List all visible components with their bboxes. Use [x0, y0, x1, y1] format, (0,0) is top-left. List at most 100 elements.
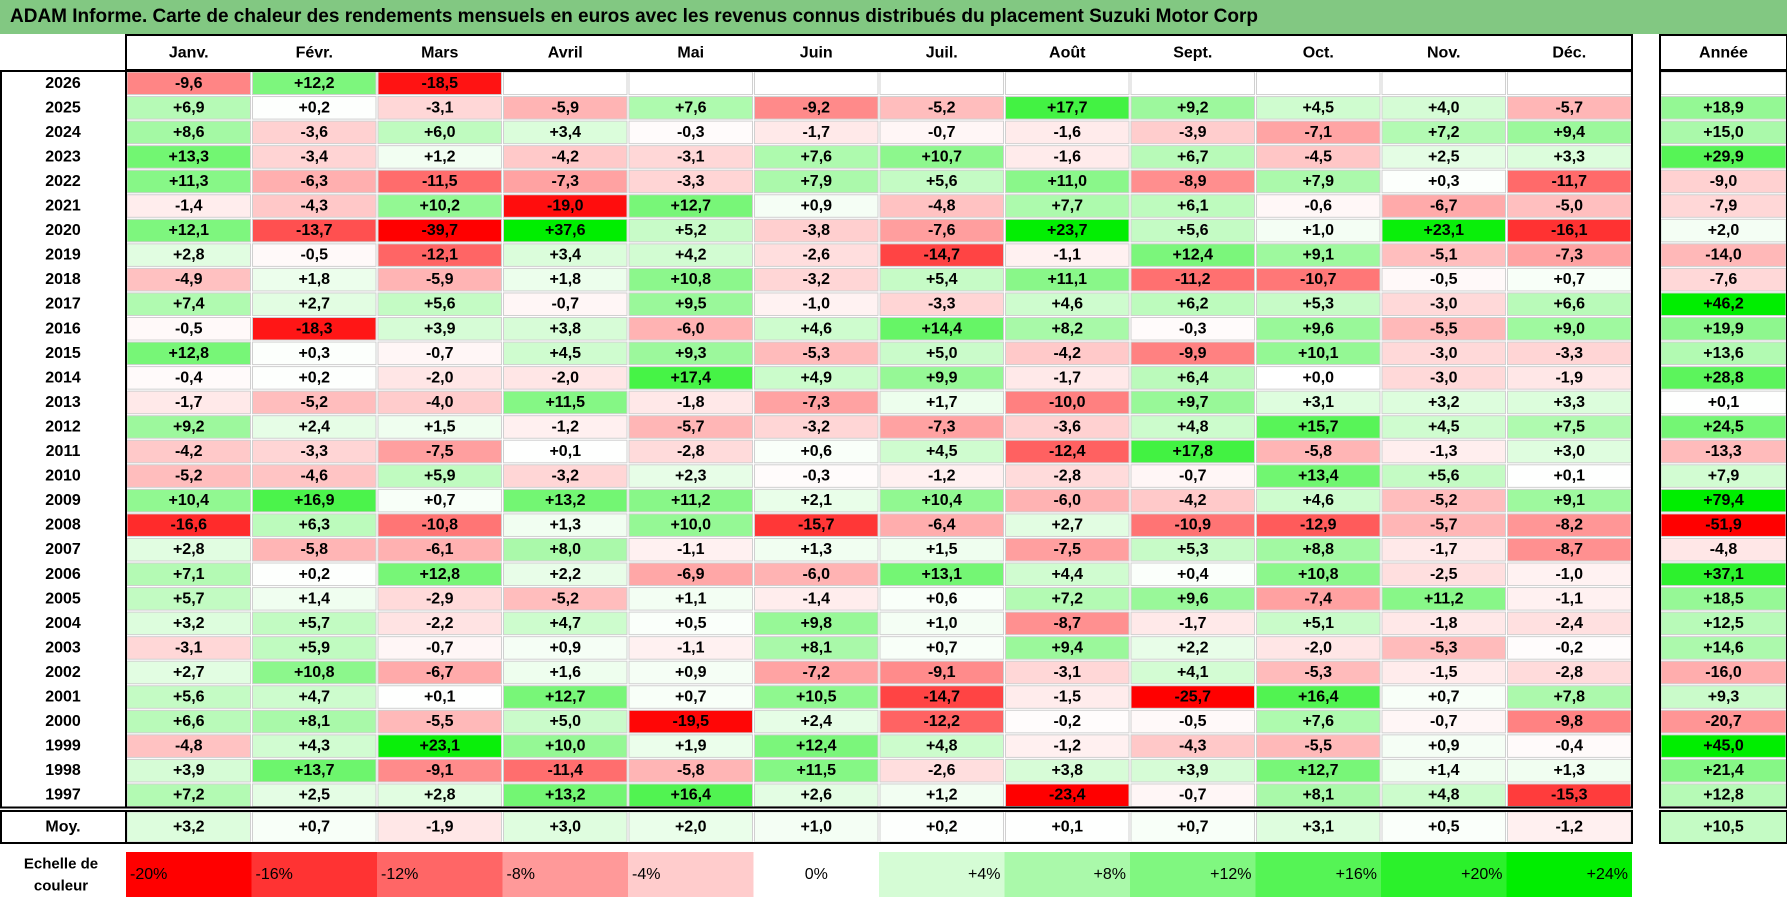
cell-value: +14,4: [922, 320, 963, 337]
year-label: 2002: [45, 664, 81, 681]
cell-value: +23,7: [1047, 222, 1088, 239]
heatmap-cell: [628, 96, 753, 120]
cell-value: +9,6: [1302, 320, 1334, 337]
heatmap-cell: [1005, 562, 1130, 587]
heatmap-cell: [503, 562, 628, 587]
cell-value: +0,7: [675, 689, 707, 706]
heatmap-cell: [1381, 562, 1506, 587]
heatmap-cell: [252, 366, 377, 390]
heatmap-cell: [1256, 390, 1381, 415]
scale-swatch: [1506, 852, 1632, 897]
heatmap-cell: [503, 685, 628, 709]
heatmap-cell: [1256, 464, 1381, 488]
heatmap-cell: [1005, 415, 1130, 439]
heatmap-cell: [1005, 709, 1130, 734]
cell-value: +5,7: [298, 615, 330, 632]
heatmap-cell: [252, 96, 377, 120]
heatmap-cell: [503, 587, 628, 611]
annual-value: -51,9: [1705, 517, 1742, 534]
cell-value: -7,5: [426, 443, 454, 460]
cell-value: -5,7: [1430, 517, 1458, 534]
cell-value: -5,7: [677, 418, 705, 435]
heatmap-cell: [1005, 660, 1130, 685]
cell-value: -4,2: [1053, 345, 1081, 362]
heatmap-cell: [879, 71, 1004, 96]
scale-label: +12%: [1210, 866, 1251, 883]
heatmap-cell: [879, 464, 1004, 488]
cell-value: +8,1: [298, 713, 330, 730]
heatmap-cell: [1005, 734, 1130, 758]
cell-value: -1,2: [551, 418, 579, 435]
year-label: 2020: [45, 222, 81, 239]
heatmap-cell: [1005, 758, 1130, 783]
cell-value: +4,6: [800, 320, 832, 337]
average-cell: [252, 811, 377, 843]
cell-value: -1,8: [677, 394, 705, 411]
cell-value: +7,8: [1553, 689, 1585, 706]
cell-value: -0,5: [1430, 271, 1458, 288]
cell-value: +7,2: [173, 787, 205, 804]
heatmap-cell: [754, 96, 879, 120]
cell-value: +15,7: [1298, 418, 1339, 435]
heatmap-cell: [252, 660, 377, 685]
heatmap-cell: [252, 636, 377, 660]
cell-value: +2,7: [298, 296, 330, 313]
heatmap-cell: [503, 709, 628, 734]
scale-label: +4%: [968, 866, 1000, 883]
cell-value: +4,6: [1051, 296, 1083, 313]
cell-value: +9,3: [675, 345, 707, 362]
year-label: 2012: [45, 418, 81, 435]
cell-value: +8,6: [173, 124, 205, 141]
heatmap-cell: [1130, 537, 1255, 562]
cell-value: +4,9: [800, 369, 832, 386]
year-label: 2018: [45, 271, 81, 288]
heatmap-cell: [628, 292, 753, 317]
heatmap-cell: [1381, 194, 1506, 218]
heatmap-cell: [628, 120, 753, 145]
heatmap-cell: [252, 390, 377, 415]
average-value: +0,7: [298, 819, 330, 836]
heatmap-cell: [1381, 169, 1506, 194]
cell-value: -1,7: [175, 394, 203, 411]
cell-value: -9,6: [175, 75, 203, 92]
cell-value: +1,0: [926, 615, 958, 632]
cell-value: +0,9: [1428, 738, 1460, 755]
heatmap-cell: [628, 636, 753, 660]
cell-value: +2,4: [800, 713, 832, 730]
heatmap-cell: [754, 145, 879, 169]
average-value: +1,0: [800, 819, 832, 836]
cell-value: +0,1: [424, 689, 456, 706]
cell-value: +1,4: [298, 590, 330, 607]
heatmap-cell: [754, 194, 879, 218]
heatmap-cell: [252, 537, 377, 562]
cell-value: -6,3: [300, 173, 328, 190]
heatmap-cell: [377, 145, 502, 169]
cell-value: +7,2: [1051, 590, 1083, 607]
scale-label: +20%: [1461, 866, 1502, 883]
annual-value: +18,9: [1703, 99, 1744, 116]
scale-swatch: [1381, 852, 1507, 897]
year-label: 2010: [45, 468, 81, 485]
cell-value: -25,7: [1175, 689, 1212, 706]
cell-value: -3,1: [1053, 664, 1081, 681]
heatmap-cell: [628, 390, 753, 415]
heatmap-cell: [1256, 439, 1381, 464]
heatmap-cell: [377, 169, 502, 194]
cell-value: -6,9: [677, 566, 705, 583]
heatmap-cell: [879, 611, 1004, 636]
cell-value: +9,2: [173, 418, 205, 435]
cell-value: +6,1: [1177, 198, 1209, 215]
cell-value: +4,8: [1177, 418, 1209, 435]
year-label: 2022: [45, 173, 81, 190]
cell-value: -0,7: [426, 345, 454, 362]
cell-value: -9,1: [426, 762, 454, 779]
heatmap-cell: [1005, 611, 1130, 636]
cell-value: -3,4: [300, 148, 328, 165]
cell-value: +5,6: [1428, 468, 1460, 485]
heatmap-cell: [1130, 513, 1255, 537]
heatmap-cell: [377, 709, 502, 734]
cell-value: +3,2: [1428, 394, 1460, 411]
cell-value: +9,2: [1177, 99, 1209, 116]
year-label: 2009: [45, 492, 81, 509]
cell-value: -0,5: [300, 247, 328, 264]
